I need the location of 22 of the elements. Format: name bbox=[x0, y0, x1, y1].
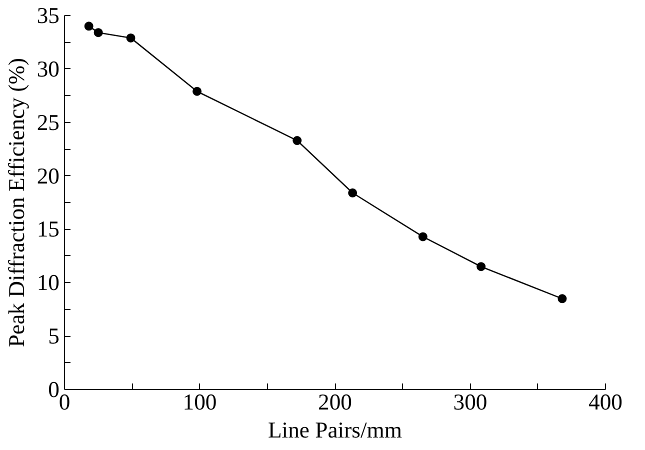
point bbox=[292, 136, 302, 146]
point bbox=[126, 33, 136, 42]
point bbox=[94, 28, 103, 38]
x-tick-label: 100 bbox=[182, 390, 217, 414]
x-tick-label: 300 bbox=[453, 390, 488, 414]
x-tick-label: 400 bbox=[588, 390, 622, 414]
x-axis-title: Line Pairs/mm bbox=[268, 418, 402, 442]
point bbox=[558, 294, 567, 304]
y-tick-label: 30 bbox=[36, 56, 60, 82]
point bbox=[418, 232, 428, 242]
y-tick-label: 15 bbox=[36, 216, 60, 242]
y-tick-label: 10 bbox=[36, 270, 60, 296]
y-tick-label: 35 bbox=[36, 3, 60, 28]
y-tick-label: 20 bbox=[36, 163, 60, 188]
point bbox=[84, 22, 94, 31]
x-tick-label: 200 bbox=[318, 390, 352, 414]
point bbox=[192, 86, 202, 96]
point bbox=[348, 188, 358, 198]
point bbox=[476, 262, 486, 272]
y-axis-title: Peak Diffraction Efficiency (%) bbox=[4, 58, 29, 348]
y-tick-label: 5 bbox=[48, 324, 60, 349]
y-tick-label: 25 bbox=[36, 110, 60, 135]
